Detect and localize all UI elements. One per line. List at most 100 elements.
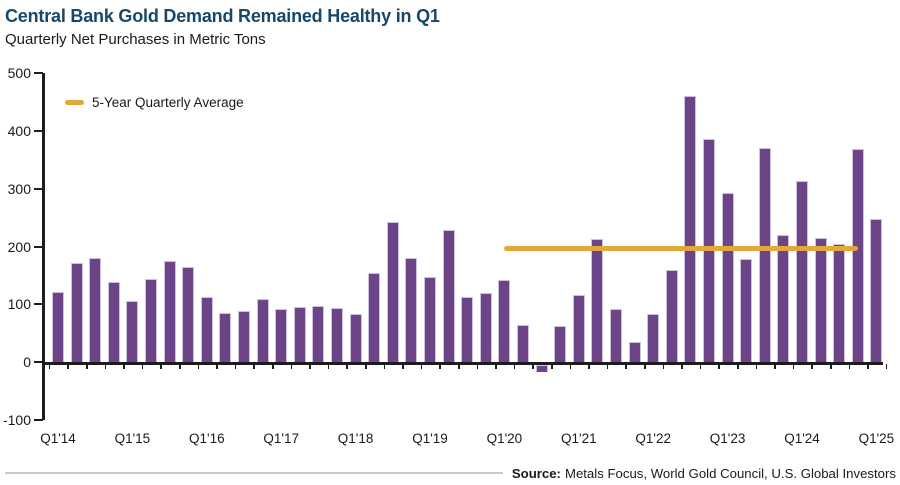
y-axis-tick xyxy=(34,129,43,132)
bar xyxy=(163,260,176,363)
bar xyxy=(107,282,120,363)
bar xyxy=(591,238,604,363)
bar xyxy=(758,148,771,363)
x-axis-tick xyxy=(48,364,51,370)
x-axis-tick xyxy=(439,364,442,370)
bar xyxy=(461,296,474,363)
bar xyxy=(851,148,864,363)
plot-area: 5-Year Quarterly Average 500 400 300 200 100… xyxy=(3,65,888,428)
x-axis-tick xyxy=(792,364,795,370)
x-axis-tick xyxy=(885,364,888,370)
x-axis-tick xyxy=(420,364,423,370)
x-axis-tick xyxy=(681,364,683,370)
bar xyxy=(89,258,102,363)
y-axis-tick-label: -100 xyxy=(2,412,31,428)
x-axis-tick xyxy=(550,364,553,370)
x-axis-tick xyxy=(271,364,274,370)
x-axis-tick xyxy=(848,364,851,370)
bar xyxy=(870,219,883,363)
y-axis-tick-label: 100 xyxy=(7,296,31,313)
bar xyxy=(52,291,64,363)
x-axis-tick-label: Q1'17 xyxy=(263,431,299,446)
x-axis-tick-label: Q1'21 xyxy=(560,431,597,446)
x-axis-tick xyxy=(309,364,311,370)
y-axis-tick-label: 0 xyxy=(23,354,31,371)
x-axis-tick-label: Q1'18 xyxy=(337,431,374,446)
y-axis-tick xyxy=(34,187,43,190)
x-axis-tick-label: Q1'15 xyxy=(114,431,151,446)
x-axis-tick xyxy=(402,364,404,370)
bar xyxy=(238,310,250,363)
bar xyxy=(386,222,399,363)
bar xyxy=(777,234,790,363)
bar xyxy=(312,306,325,363)
bar xyxy=(219,313,232,363)
y-axis-tick-label: 300 xyxy=(7,180,31,197)
x-axis-tick xyxy=(253,364,256,370)
x-axis-tick-label: Q1'22 xyxy=(635,431,671,446)
x-axis-tick xyxy=(588,364,590,370)
x-axis-tick xyxy=(104,364,107,370)
bar xyxy=(424,277,436,363)
x-axis-tick xyxy=(197,364,200,370)
x-axis-tick xyxy=(569,364,572,370)
bar xyxy=(796,181,808,363)
x-axis-tick xyxy=(495,364,497,370)
average-line-legend-label: 5-Year Quarterly Average xyxy=(92,94,244,110)
x-axis-tick xyxy=(625,364,628,370)
x-axis-tick xyxy=(774,364,776,370)
bar xyxy=(275,308,288,363)
x-axis-tick xyxy=(606,364,609,370)
bar xyxy=(721,192,734,363)
x-axis-tick xyxy=(457,364,460,370)
x-axis-tick-label: Q1'23 xyxy=(709,431,746,446)
source-label: Source: xyxy=(511,465,561,481)
x-axis-tick xyxy=(178,364,181,370)
bar xyxy=(331,308,343,363)
y-axis-line xyxy=(42,73,45,420)
bar xyxy=(145,279,157,363)
average-line xyxy=(504,245,858,251)
bar xyxy=(70,262,83,363)
bar xyxy=(628,341,641,363)
x-axis-tick-label: Q1'14 xyxy=(40,431,76,446)
x-axis-tick xyxy=(699,364,702,370)
x-axis-line xyxy=(42,362,883,365)
bar xyxy=(126,301,139,363)
bar xyxy=(368,273,381,363)
bar xyxy=(200,297,213,363)
x-axis-tick xyxy=(718,364,721,370)
x-axis-tick xyxy=(123,364,125,370)
legend: 5-Year Quarterly Average xyxy=(65,94,244,110)
x-axis-tick xyxy=(141,364,144,370)
footer: Source: Metals Focus, World Gold Council,… xyxy=(5,463,896,483)
bar xyxy=(349,313,362,363)
bar xyxy=(182,266,195,363)
x-axis-tick xyxy=(476,364,479,370)
chart-subtitle: Quarterly Net Purchases in Metric Tons xyxy=(5,31,266,48)
bar xyxy=(517,325,529,363)
x-axis-tick xyxy=(364,364,367,370)
bar xyxy=(665,269,678,363)
bar xyxy=(684,96,697,363)
x-axis-tick xyxy=(811,364,814,370)
x-axis-labels: Q1'14 Q1'15 Q1'16 Q1'17 Q1'18 Q1'19 Q1'20 Q1'21… xyxy=(0,431,900,449)
bar xyxy=(572,294,585,363)
x-axis-tick-label: Q1'25 xyxy=(858,431,895,446)
bar xyxy=(833,244,846,363)
x-axis-tick xyxy=(160,364,163,370)
bar xyxy=(479,293,492,363)
bar xyxy=(647,313,660,363)
x-axis-tick-label: Q1'24 xyxy=(784,431,820,446)
y-axis-tick xyxy=(34,361,43,364)
x-axis-tick xyxy=(867,364,869,370)
footer-divider xyxy=(5,472,503,474)
x-axis-tick xyxy=(662,364,665,370)
bar xyxy=(554,326,567,363)
x-axis-tick xyxy=(755,364,758,370)
y-axis-tick-label: 200 xyxy=(7,238,31,255)
bar xyxy=(610,308,622,363)
x-axis-tick xyxy=(829,364,832,370)
x-axis-tick xyxy=(513,364,516,370)
